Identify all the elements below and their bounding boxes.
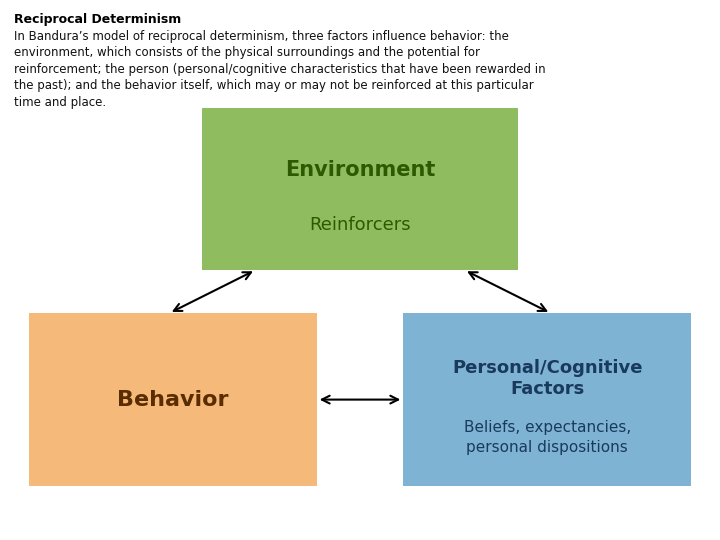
Text: Environment: Environment (285, 159, 435, 180)
Text: In Bandura’s model of reciprocal determinism, three factors influence behavior: : In Bandura’s model of reciprocal determi… (14, 30, 546, 109)
FancyBboxPatch shape (403, 313, 691, 486)
Text: Personal/Cognitive
Factors: Personal/Cognitive Factors (452, 360, 642, 399)
Text: Reciprocal Determinism: Reciprocal Determinism (14, 14, 181, 26)
FancyBboxPatch shape (29, 313, 317, 486)
Text: Behavior: Behavior (117, 389, 228, 410)
FancyBboxPatch shape (202, 108, 518, 270)
Text: Reinforcers: Reinforcers (309, 215, 411, 234)
Text: Beliefs, expectancies,
personal dispositions: Beliefs, expectancies, personal disposit… (464, 420, 631, 455)
